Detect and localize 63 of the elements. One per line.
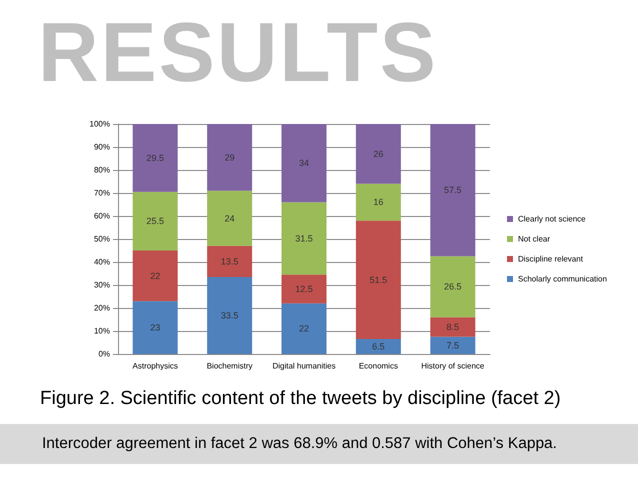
chart-title: RESULTS [38, 5, 438, 99]
data-label: 6.5 [372, 342, 385, 352]
data-label: 23 [150, 322, 160, 333]
bar [132, 124, 178, 192]
bar [356, 124, 401, 184]
data-label: 26.5 [444, 282, 462, 292]
data-label: 13.5 [220, 256, 238, 266]
caption: Figure 2. Scientific content of the tweets by discipline (facet 2) [40, 388, 561, 410]
y-tick-label: 60% [94, 212, 110, 220]
text: Intercoder agreement in facet 2 was 68.9% and 0.587 with Cohen’s Kappa. [0, 424, 638, 464]
y-tick-label: 50% [94, 234, 110, 244]
bar [207, 190, 252, 246]
bar [282, 303, 326, 354]
data-label: 8.5 [446, 322, 460, 332]
bar [282, 202, 326, 275]
data-label: 25.5 [146, 216, 164, 226]
bar [430, 256, 476, 318]
data-label: 26 [373, 148, 384, 159]
legend-label: Not clear [518, 234, 550, 244]
data-label: 29 [224, 152, 235, 162]
data-label: 33.5 [220, 310, 238, 320]
x-tick-label: Astrophysics [132, 362, 178, 370]
data-label: 51.5 [370, 274, 388, 285]
bar [132, 192, 178, 250]
bar [430, 124, 476, 256]
x-tick-label: History of science [421, 362, 485, 370]
y-tick-label: 70% [94, 188, 110, 198]
data-label: 34 [298, 158, 310, 168]
data-label: 16 [373, 197, 384, 208]
data-label: 31.5 [295, 233, 313, 244]
y-tick-label: 90% [94, 142, 110, 152]
bar [132, 301, 178, 354]
bar [207, 276, 252, 354]
y-tick-label: 20% [94, 304, 110, 312]
bar [282, 124, 326, 202]
bar [356, 220, 401, 340]
bar [282, 274, 326, 304]
data-label: 12.5 [295, 284, 313, 294]
data-label: 22 [150, 270, 160, 281]
data-label: 57.5 [444, 185, 462, 196]
data-label: 22 [298, 324, 310, 334]
legend-label: Discipline relevant [518, 254, 584, 264]
y-tick-label: 0% [98, 350, 110, 358]
x-tick-label: Digital humanities [272, 362, 336, 370]
y-tick-label: 100% [90, 120, 110, 128]
x-tick-label: Economics [358, 362, 398, 370]
bar [356, 339, 401, 354]
bar [356, 184, 401, 221]
x-tick-label: Biochemistry [206, 362, 252, 370]
bar [430, 336, 476, 354]
legend-label: Scholarly communication [518, 274, 607, 284]
bar [207, 246, 252, 277]
bar [132, 250, 178, 302]
data-label: 7.5 [446, 340, 460, 350]
y-tick-label: 30% [94, 280, 110, 290]
y-tick-label: 40% [94, 258, 110, 266]
y-tick-label: 80% [94, 166, 110, 174]
bar [207, 124, 252, 191]
data-label: 29.5 [146, 152, 164, 163]
bar [430, 317, 476, 337]
legend-label: Clearly not science [518, 214, 586, 224]
data-label: 24 [224, 213, 235, 224]
y-tick-label: 10% [94, 326, 110, 336]
